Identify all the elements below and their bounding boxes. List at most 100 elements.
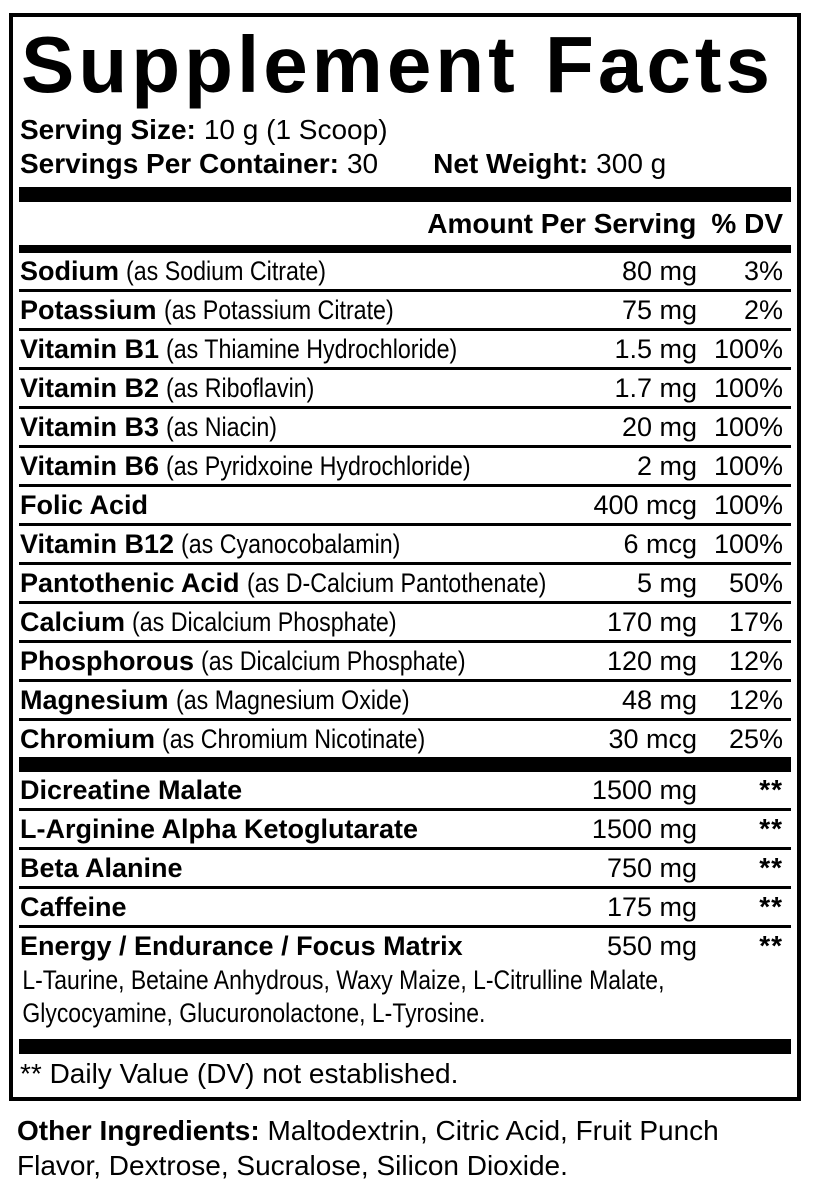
ingredient-dv: 12% (728, 684, 783, 715)
ingredient-dv: 50% (728, 567, 783, 598)
net-weight-label: Net Weight: (433, 148, 589, 179)
ingredient-cell: Vitamin B12 (as Cyanocobalamin) (20, 529, 623, 560)
ingredient-cell: Beta Alanine (20, 853, 607, 884)
ingredient-name: Sodium (20, 255, 119, 286)
ingredient-dv: 100% (713, 528, 783, 559)
ingredient-dv: 100% (713, 450, 783, 481)
ingredient-dv: 2% (743, 294, 783, 325)
ingredient-dv: ** (759, 774, 783, 805)
servings-per-container-value: 30 (346, 148, 379, 179)
percent-dv-header: % DV (711, 208, 783, 239)
ingredient-cell: Folic Acid (20, 490, 593, 521)
table-row: Vitamin B3 (as Niacin) 20 mg 100% (19, 406, 791, 445)
net-weight-value: 300 g (596, 148, 667, 179)
table-row: Chromium (as Chromium Nicotinate) 30 mcg … (19, 718, 791, 757)
table-row: Vitamin B1 (as Thiamine Hydrochloride) 1.… (19, 328, 791, 367)
ingredient-amount: 1.7 mg (614, 372, 697, 403)
table-row: Vitamin B2 (as Riboflavin) 1.7 mg 100% (19, 367, 791, 406)
ingredient-name: Dicreatine Malate (20, 774, 243, 805)
ingredient-source: (as Chromium Nicotinate) (162, 723, 426, 754)
ingredient-name: Folic Acid (20, 489, 149, 520)
supplement-facts-panel: Supplement Facts Serving Size: 10 g (1 Sc… (9, 13, 801, 1101)
ingredient-cell: Magnesium (as Magnesium Oxide) (20, 685, 622, 716)
ingredient-source: (as Riboflavin) (166, 372, 315, 403)
table-row: Dicreatine Malate 1500 mg ** (19, 772, 791, 808)
blend-row-group: Dicreatine Malate 1500 mg ** (19, 772, 791, 808)
ingredient-name: Pantothenic Acid (20, 567, 240, 598)
ingredient-dv: 100% (713, 372, 783, 403)
ingredient-amount: 400 mcg (593, 489, 697, 520)
ingredient-source: (as Pyridxoine Hydrochloride) (166, 450, 471, 481)
ingredient-dv: ** (759, 813, 783, 844)
table-row: Pantothenic Acid (as D-Calcium Pantothena… (19, 562, 791, 601)
other-ingredients: Other Ingredients: Maltodextrin, Citric … (17, 1113, 762, 1183)
separator-bar-thick (19, 757, 791, 772)
ingredient-amount: 20 mg (621, 411, 697, 442)
ingredient-dv: ** (759, 930, 783, 961)
ingredient-amount: 175 mg (606, 891, 697, 922)
ingredient-dv: 100% (713, 411, 783, 442)
ingredient-name: Vitamin B12 (20, 528, 175, 559)
ingredient-source: (as Sodium Citrate) (126, 255, 327, 286)
ingredient-source: (as Cyanocobalamin) (181, 528, 401, 559)
ingredient-cell: Chromium (as Chromium Nicotinate) (20, 724, 608, 755)
ingredient-source: (as D-Calcium Pantothenate) (246, 567, 546, 598)
ingredient-cell: Sodium (as Sodium Citrate) (20, 256, 622, 287)
table-row: Potassium (as Potassium Citrate) 75 mg 2% (19, 289, 791, 328)
ingredient-cell: Vitamin B6 (as Pyridxoine Hydrochloride) (20, 451, 637, 482)
ingredient-amount: 80 mg (621, 255, 697, 286)
ingredient-amount: 75 mg (621, 294, 697, 325)
ingredient-name: Beta Alanine (20, 852, 183, 883)
table-row: Energy / Endurance / Focus Matrix 550 mg… (19, 928, 791, 964)
ingredient-cell: Vitamin B3 (as Niacin) (20, 412, 622, 443)
ingredient-name: Vitamin B2 (20, 372, 160, 403)
ingredient-amount: 170 mg (606, 606, 697, 637)
other-ingredients-label: Other Ingredients: (17, 1115, 260, 1146)
ingredient-name: Vitamin B6 (20, 450, 160, 481)
ingredient-amount: 6 mcg (623, 528, 697, 559)
ingredient-name: Phosphorous (20, 645, 194, 676)
table-row: Calcium (as Dicalcium Phosphate) 170 mg 1… (19, 601, 791, 640)
separator-bar-medium (19, 245, 791, 253)
table-row: Sodium (as Sodium Citrate) 80 mg 3% (19, 253, 791, 289)
ingredient-source: (as Potassium Citrate) (163, 294, 394, 325)
table-row: L-Arginine Alpha Ketoglutarate 1500 mg *… (19, 811, 791, 847)
ingredient-name: Calcium (20, 606, 126, 637)
separator-bar-thick (19, 187, 791, 202)
dv-footnote: ** Daily Value (DV) not established. (20, 1058, 459, 1089)
table-column-header: Amount Per Serving % DV (19, 202, 791, 245)
blend-row-group: Energy / Endurance / Focus Matrix 550 mg… (19, 925, 791, 1039)
ingredient-amount: 1500 mg (591, 813, 697, 844)
serving-info: Serving Size: 10 g (1 Scoop) Servings Per… (20, 113, 791, 181)
ingredient-amount: 1.5 mg (614, 333, 697, 364)
ingredient-source: (as Dicalcium Phosphate) (201, 645, 466, 676)
ingredient-cell: Potassium (as Potassium Citrate) (20, 295, 622, 326)
table-row: Caffeine 175 mg ** (19, 889, 791, 925)
table-row: Phosphorous (as Dicalcium Phosphate) 120 … (19, 640, 791, 679)
ingredient-cell: Phosphorous (as Dicalcium Phosphate) (20, 646, 607, 677)
blend-components: L-Taurine, Betaine Anhydrous, Waxy Maize… (22, 965, 665, 1028)
ingredient-cell: Energy / Endurance / Focus Matrix (20, 931, 607, 962)
table-row: Vitamin B6 (as Pyridxoine Hydrochloride) … (19, 445, 791, 484)
blend-row-group: L-Arginine Alpha Ketoglutarate 1500 mg *… (19, 808, 791, 847)
serving-size-line: Serving Size: 10 g (1 Scoop) (20, 113, 791, 147)
blend-row-group: Caffeine 175 mg ** (19, 886, 791, 925)
ingredient-source: (as Dicalcium Phosphate) (132, 606, 397, 637)
servings-net-weight-line: Servings Per Container: 30 Net Weight: 300 … (20, 147, 791, 181)
servings-per-container-label: Servings Per Container: (20, 148, 339, 179)
ingredient-amount: 5 mg (636, 567, 697, 598)
ingredient-amount: 550 mg (606, 930, 697, 961)
ingredient-source: (as Thiamine Hydrochloride) (166, 333, 458, 364)
ingredient-dv: ** (759, 852, 783, 883)
ingredient-dv: 25% (728, 723, 783, 754)
table-row: Magnesium (as Magnesium Oxide) 48 mg 12% (19, 679, 791, 718)
ingredient-name: Chromium (20, 723, 155, 754)
ingredient-dv: 100% (713, 333, 783, 364)
ingredient-name: Caffeine (20, 891, 127, 922)
amount-per-serving-header: Amount Per Serving (427, 208, 697, 239)
ingredient-name: Vitamin B3 (20, 411, 160, 442)
ingredient-dv: 12% (728, 645, 783, 676)
ingredient-name: Vitamin B1 (20, 333, 160, 364)
separator-bar-thick (19, 1039, 791, 1054)
ingredient-dv: 3% (743, 255, 783, 286)
